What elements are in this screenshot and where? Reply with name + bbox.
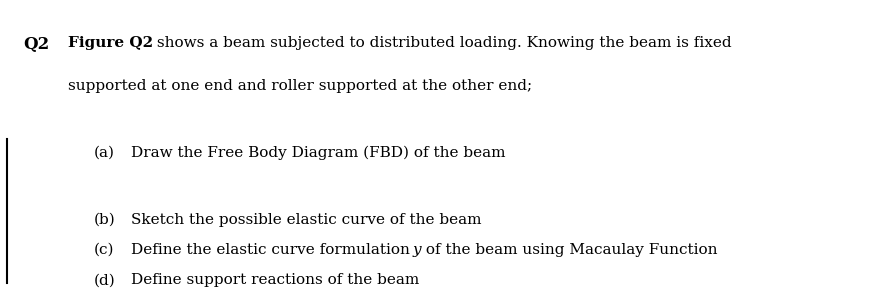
Text: (d): (d)	[95, 273, 116, 287]
Text: Figure Q2: Figure Q2	[68, 36, 153, 50]
Text: Sketch the possible elastic curve of the beam: Sketch the possible elastic curve of the…	[131, 213, 482, 227]
Text: Draw the Free Body Diagram (FBD) of the beam: Draw the Free Body Diagram (FBD) of the …	[131, 145, 506, 159]
Text: Define the elastic curve formulation: Define the elastic curve formulation	[131, 243, 415, 257]
Text: (b): (b)	[95, 213, 116, 227]
Text: of the beam using Macaulay Function: of the beam using Macaulay Function	[421, 243, 717, 257]
Text: y: y	[412, 243, 421, 257]
Text: Define support reactions of the beam: Define support reactions of the beam	[131, 273, 419, 287]
Text: supported at one end and roller supported at the other end;: supported at one end and roller supporte…	[68, 79, 532, 93]
Text: shows a beam subjected to distributed loading. Knowing the beam is fixed: shows a beam subjected to distributed lo…	[152, 36, 731, 50]
Text: (a): (a)	[95, 145, 115, 159]
Text: Q2: Q2	[23, 36, 50, 53]
Text: (c): (c)	[95, 243, 114, 257]
